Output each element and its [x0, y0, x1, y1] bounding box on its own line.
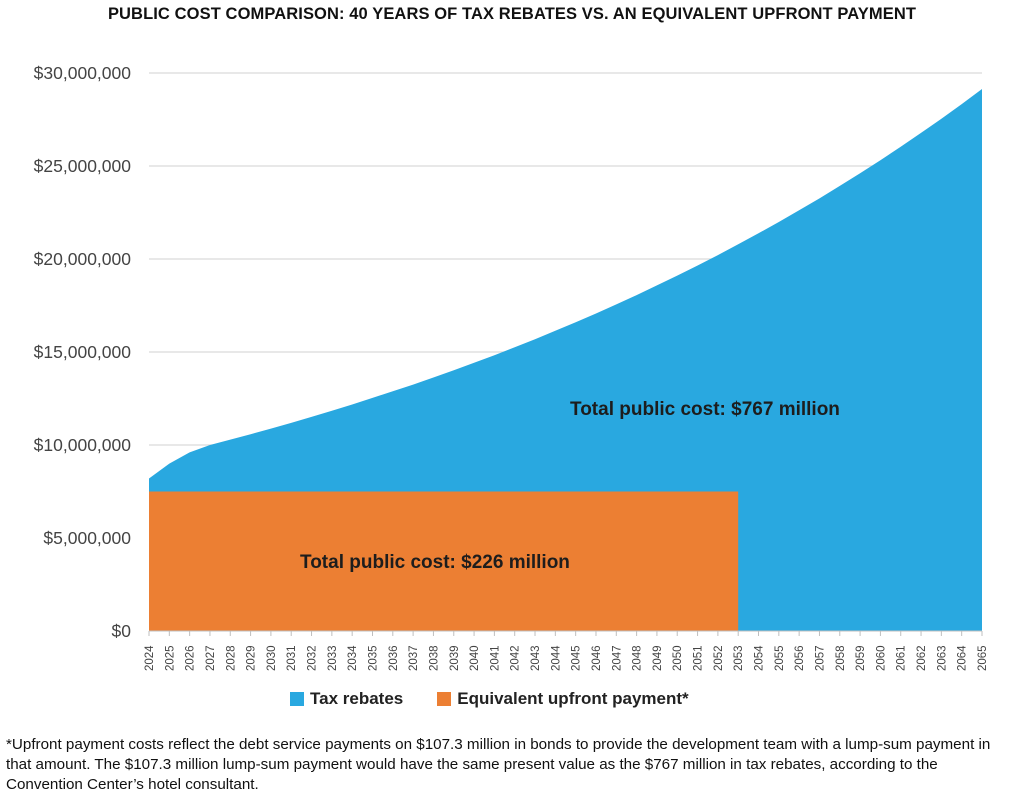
legend-label: Tax rebates [310, 689, 404, 708]
x-tick-label: 2049 [652, 645, 664, 671]
x-tick-label: 2064 [957, 645, 969, 671]
annotation-tax-rebates-total: Total public cost: $767 million [570, 399, 840, 420]
x-tick-label: 2026 [185, 645, 197, 671]
x-tick-label: 2048 [632, 645, 644, 671]
x-tick-label: 2031 [286, 645, 298, 671]
x-tick-label: 2051 [693, 645, 705, 671]
legend-swatch [437, 692, 452, 706]
legend: Tax rebates Equivalent upfront payment* [290, 689, 689, 709]
x-tick-label: 2058 [835, 645, 847, 671]
x-tick-label: 2024 [144, 645, 156, 671]
x-tick-label: 2033 [327, 645, 339, 671]
annotation-upfront-total: Total public cost: $226 million [300, 552, 570, 573]
y-tick-label: $10,000,000 [34, 435, 132, 455]
x-tick-label: 2027 [205, 645, 217, 671]
x-tick-label: 2054 [754, 645, 766, 671]
legend-item-upfront-payment: Equivalent upfront payment* [437, 689, 689, 709]
x-tick-label: 2041 [489, 645, 501, 671]
x-tick-label: 2059 [855, 645, 867, 671]
x-tick-label: 2044 [550, 645, 562, 671]
x-tick-label: 2038 [428, 645, 440, 671]
y-tick-label: $0 [112, 621, 132, 641]
y-tick-label: $30,000,000 [34, 63, 132, 83]
x-tick-label: 2035 [367, 645, 379, 671]
series-area-upfront-payment [149, 491, 739, 631]
x-tick-label: 2056 [794, 645, 806, 671]
legend-label: Equivalent upfront payment* [457, 689, 689, 708]
x-tick-label: 2039 [449, 645, 461, 671]
x-tick-label: 2030 [266, 645, 278, 671]
x-tick-label: 2062 [916, 645, 928, 671]
chart-title: PUBLIC COST COMPARISON: 40 YEARS OF TAX … [107, 5, 917, 23]
x-tick-label: 2037 [408, 645, 420, 671]
legend-item-tax-rebates: Tax rebates [290, 689, 403, 709]
x-tick-label: 2042 [510, 645, 522, 671]
x-tick-label: 2047 [611, 645, 623, 671]
x-tick-label: 2057 [814, 645, 826, 671]
x-tick-label: 2032 [307, 645, 319, 671]
x-tick-label: 2053 [733, 645, 745, 671]
x-tick-label: 2063 [936, 645, 948, 671]
x-tick-label: 2045 [571, 645, 583, 671]
x-tick-label: 2043 [530, 645, 542, 671]
x-tick-label: 2034 [347, 645, 359, 671]
x-tick-label: 2050 [672, 645, 684, 671]
x-tick-label: 2060 [875, 645, 887, 671]
x-tick-label: 2029 [246, 645, 258, 671]
x-tick-label: 2065 [977, 645, 989, 671]
x-tick-label: 2040 [469, 645, 481, 671]
y-tick-label: $5,000,000 [43, 528, 131, 548]
x-tick-label: 2046 [591, 645, 603, 671]
x-tick-label: 2055 [774, 645, 786, 671]
y-tick-label: $20,000,000 [34, 249, 132, 269]
y-tick-label: $25,000,000 [34, 156, 132, 176]
y-tick-label: $15,000,000 [34, 342, 132, 362]
x-tick-label: 2025 [164, 645, 176, 671]
x-tick-label: 2028 [225, 645, 237, 671]
x-tick-label: 2036 [388, 645, 400, 671]
x-tick-label: 2052 [713, 645, 725, 671]
x-tick-label: 2061 [896, 645, 908, 671]
footnote: *Upfront payment costs reflect the debt … [6, 736, 991, 793]
legend-swatch [290, 692, 304, 706]
